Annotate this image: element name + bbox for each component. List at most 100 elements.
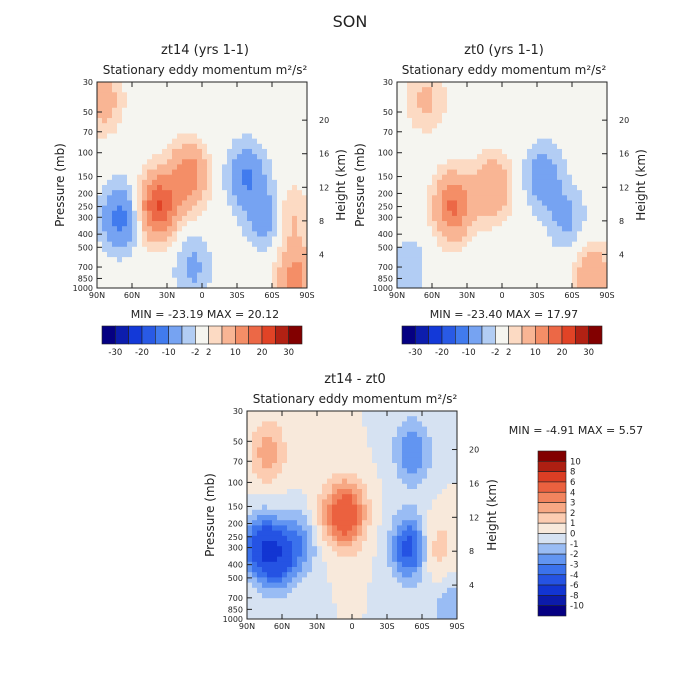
field-cell [352,457,358,464]
field-cell [447,205,453,212]
field-cell [532,221,538,227]
field-cell [147,87,153,93]
field-cell [257,483,263,490]
field-cell [127,92,133,98]
field-cell [547,210,553,217]
field-cell [392,608,398,615]
field-cell [172,272,178,279]
field-cell [352,483,358,490]
field-cell [132,257,138,263]
field-cell [372,489,378,495]
field-cell [417,123,423,129]
field-cell [357,515,363,521]
y-tick-label: 100 [378,149,393,158]
field-cell [432,185,438,191]
field-cell [397,452,403,459]
field-cell [432,97,438,103]
field-cell [562,272,568,279]
field-cell [402,556,408,563]
field-cell [302,457,308,464]
field-cell [317,473,323,479]
field-cell [477,190,483,196]
field-cell [212,185,218,191]
x-tick-label: 60S [564,291,579,300]
field-cell [267,190,273,196]
field-cell [162,277,168,284]
field-cell [387,587,393,594]
field-cell [532,200,538,206]
field-cell [412,257,418,263]
field-cell [397,447,403,453]
field-cell [322,437,328,443]
field-cell [97,246,103,253]
field-cell [272,478,278,485]
field-cell [187,138,193,145]
field-cell [417,82,423,88]
field-cell [602,159,608,165]
field-cell [262,246,268,253]
field-cell [182,102,188,109]
field-cell [102,133,108,140]
field-cell [397,241,403,248]
field-cell [307,598,313,604]
field-cell [542,236,548,243]
field-cell [282,159,288,165]
field-cell [297,241,303,248]
field-cell [577,236,583,243]
field-cell [357,551,363,557]
field-cell [172,231,178,237]
field-cell [287,535,293,542]
field-cell [317,556,323,563]
field-cell [232,82,238,88]
field-cell [397,82,403,88]
field-cell [342,582,348,589]
field-cell [242,210,248,217]
field-cell [252,608,258,615]
field-cell [162,190,168,196]
field-cell [262,535,268,542]
field-cell [272,598,278,604]
field-cell [362,426,368,433]
field-cell [217,267,223,273]
field-cell [302,515,308,521]
field-cell [447,231,453,237]
field-cell [222,262,228,268]
field-cell [422,499,428,505]
field-cell [597,277,603,284]
field-cell [557,185,563,191]
field-cell [127,174,133,181]
field-cell [437,97,443,103]
field-cell [217,257,223,263]
field-cell [527,102,533,109]
field-cell [297,174,303,181]
field-cell [287,138,293,145]
field-cell [397,221,403,227]
field-cell [357,546,363,552]
field-cell [192,107,198,114]
field-cell [402,567,408,573]
field-cell [432,215,438,222]
field-cell [517,107,523,114]
field-cell [272,226,278,232]
field-cell [97,82,103,88]
field-cell [282,221,288,227]
field-cell [242,133,248,140]
field-cell [262,221,268,227]
field-cell [202,164,208,170]
field-cell [412,169,418,176]
field-cell [362,577,368,583]
field-cell [227,148,233,155]
field-cell [447,210,453,217]
field-cell [257,499,263,505]
field-cell [222,221,228,227]
field-cell [332,504,338,511]
field-cell [257,174,263,181]
field-cell [212,272,218,279]
field-cell [192,133,198,140]
field-cell [132,277,138,284]
field-cell [227,97,233,103]
field-cell [302,164,308,170]
field-cell [327,541,333,547]
field-cell [417,164,423,170]
field-cell [252,246,258,253]
